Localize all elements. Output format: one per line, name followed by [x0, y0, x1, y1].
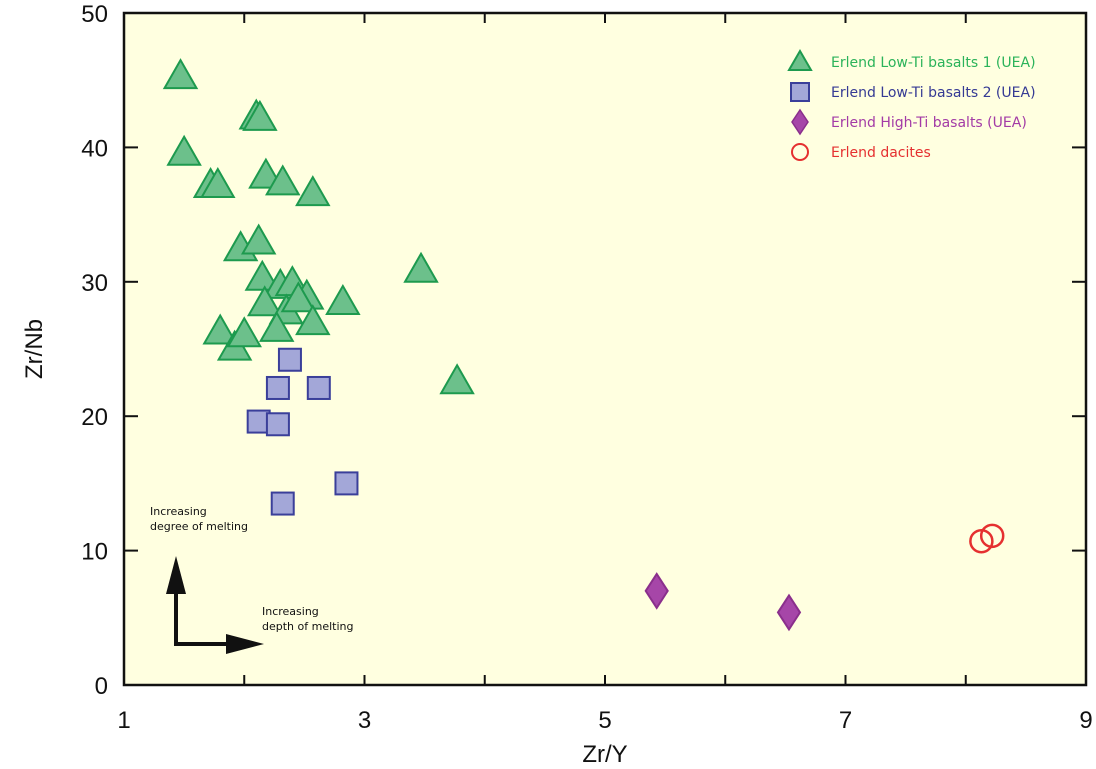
x-tick-label: 3 [358, 707, 371, 734]
square-point [267, 377, 289, 399]
x-axis-label: Zr/Y [582, 741, 627, 768]
square-point [308, 377, 330, 399]
y-tick-label: 10 [81, 539, 108, 566]
x-tick-label: 9 [1079, 707, 1092, 734]
legend-label: Erlend dacites [831, 145, 931, 161]
y-axis-label: Zr/Nb [21, 319, 48, 379]
y-tick-label: 20 [81, 404, 108, 431]
note-line: Increasing [150, 505, 207, 518]
legend-square-icon [791, 83, 809, 101]
y-tick-label: 40 [81, 135, 108, 162]
note-line: degree of melting [150, 520, 248, 533]
x-tick-label: 7 [839, 707, 852, 734]
square-point [267, 413, 289, 435]
legend-label: Erlend Low-Ti basalts 1 (UEA) [831, 55, 1036, 71]
legend-label: Erlend High-Ti basalts (UEA) [831, 115, 1027, 131]
note-line: Increasing [262, 605, 319, 618]
x-tick-label: 5 [598, 707, 611, 734]
square-point [335, 472, 357, 494]
x-tick-label: 1 [117, 707, 130, 734]
square-point [272, 493, 294, 515]
square-point [279, 349, 301, 371]
note-line: depth of melting [262, 620, 353, 633]
y-tick-label: 50 [81, 1, 108, 28]
y-tick-label: 30 [81, 270, 108, 297]
plot-area [124, 13, 1086, 685]
y-tick-label: 0 [95, 673, 108, 700]
legend-label: Erlend Low-Ti basalts 2 (UEA) [831, 85, 1036, 101]
